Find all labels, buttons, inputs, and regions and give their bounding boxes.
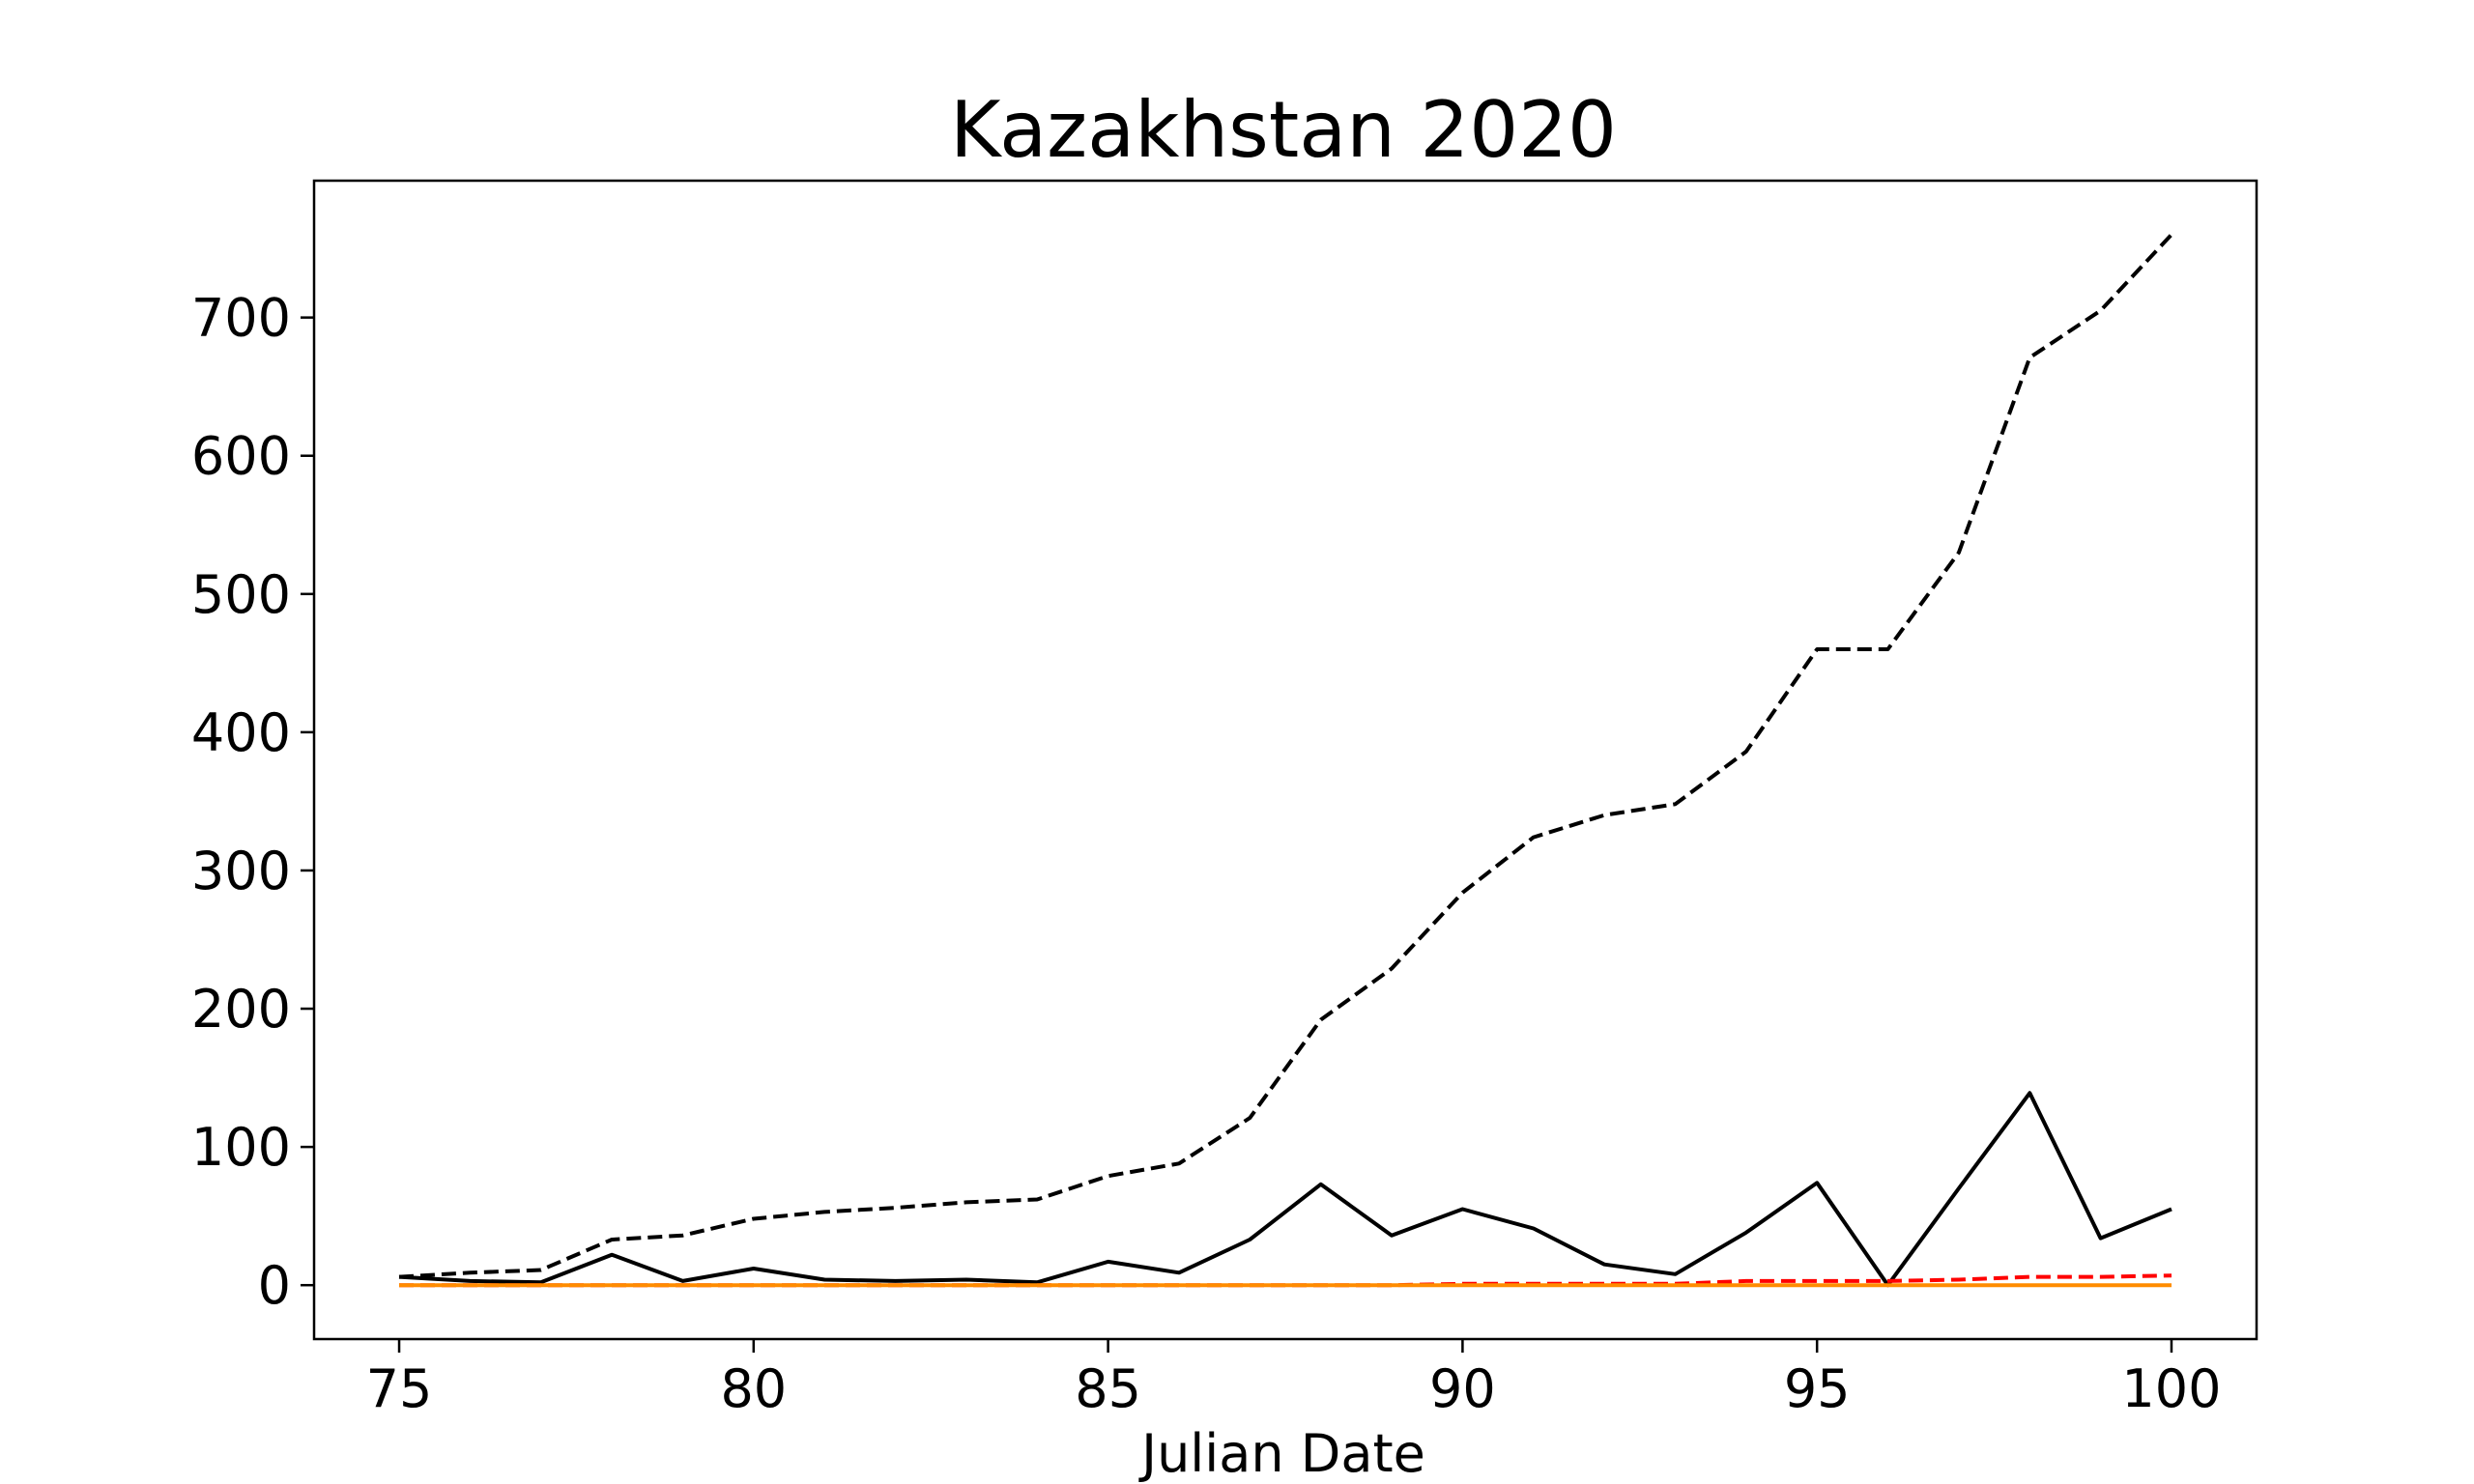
x-axis: 75 80 85 90 95 100 — [366, 1339, 2222, 1419]
y-tick-label: 300 — [191, 841, 291, 901]
x-tick-label: 90 — [1429, 1358, 1496, 1419]
x-tick-label: 80 — [720, 1358, 787, 1419]
y-axis: 0 100 200 300 400 500 600 700 — [191, 288, 314, 1316]
y-tick-label: 600 — [191, 426, 291, 487]
y-tick-label: 400 — [191, 702, 291, 763]
x-tick-label: 75 — [366, 1358, 433, 1419]
x-tick-label: 95 — [1784, 1358, 1851, 1419]
chart-title: Kazakhstan 2020 — [950, 85, 1617, 175]
y-tick-label: 100 — [191, 1117, 291, 1178]
y-tick-label: 500 — [191, 564, 291, 625]
y-tick-label: 200 — [191, 979, 291, 1040]
y-tick-label: 0 — [258, 1255, 291, 1316]
series-layer — [398, 233, 2173, 1288]
series-line-1 — [398, 1091, 2172, 1288]
series-line-0 — [398, 233, 2173, 1279]
y-tick-label: 700 — [191, 288, 291, 349]
x-axis-label: Julian Date — [1138, 1423, 1425, 1484]
x-tick-label: 100 — [2121, 1358, 2221, 1419]
plot-frame — [312, 179, 2258, 1341]
x-tick-label: 85 — [1075, 1358, 1141, 1419]
